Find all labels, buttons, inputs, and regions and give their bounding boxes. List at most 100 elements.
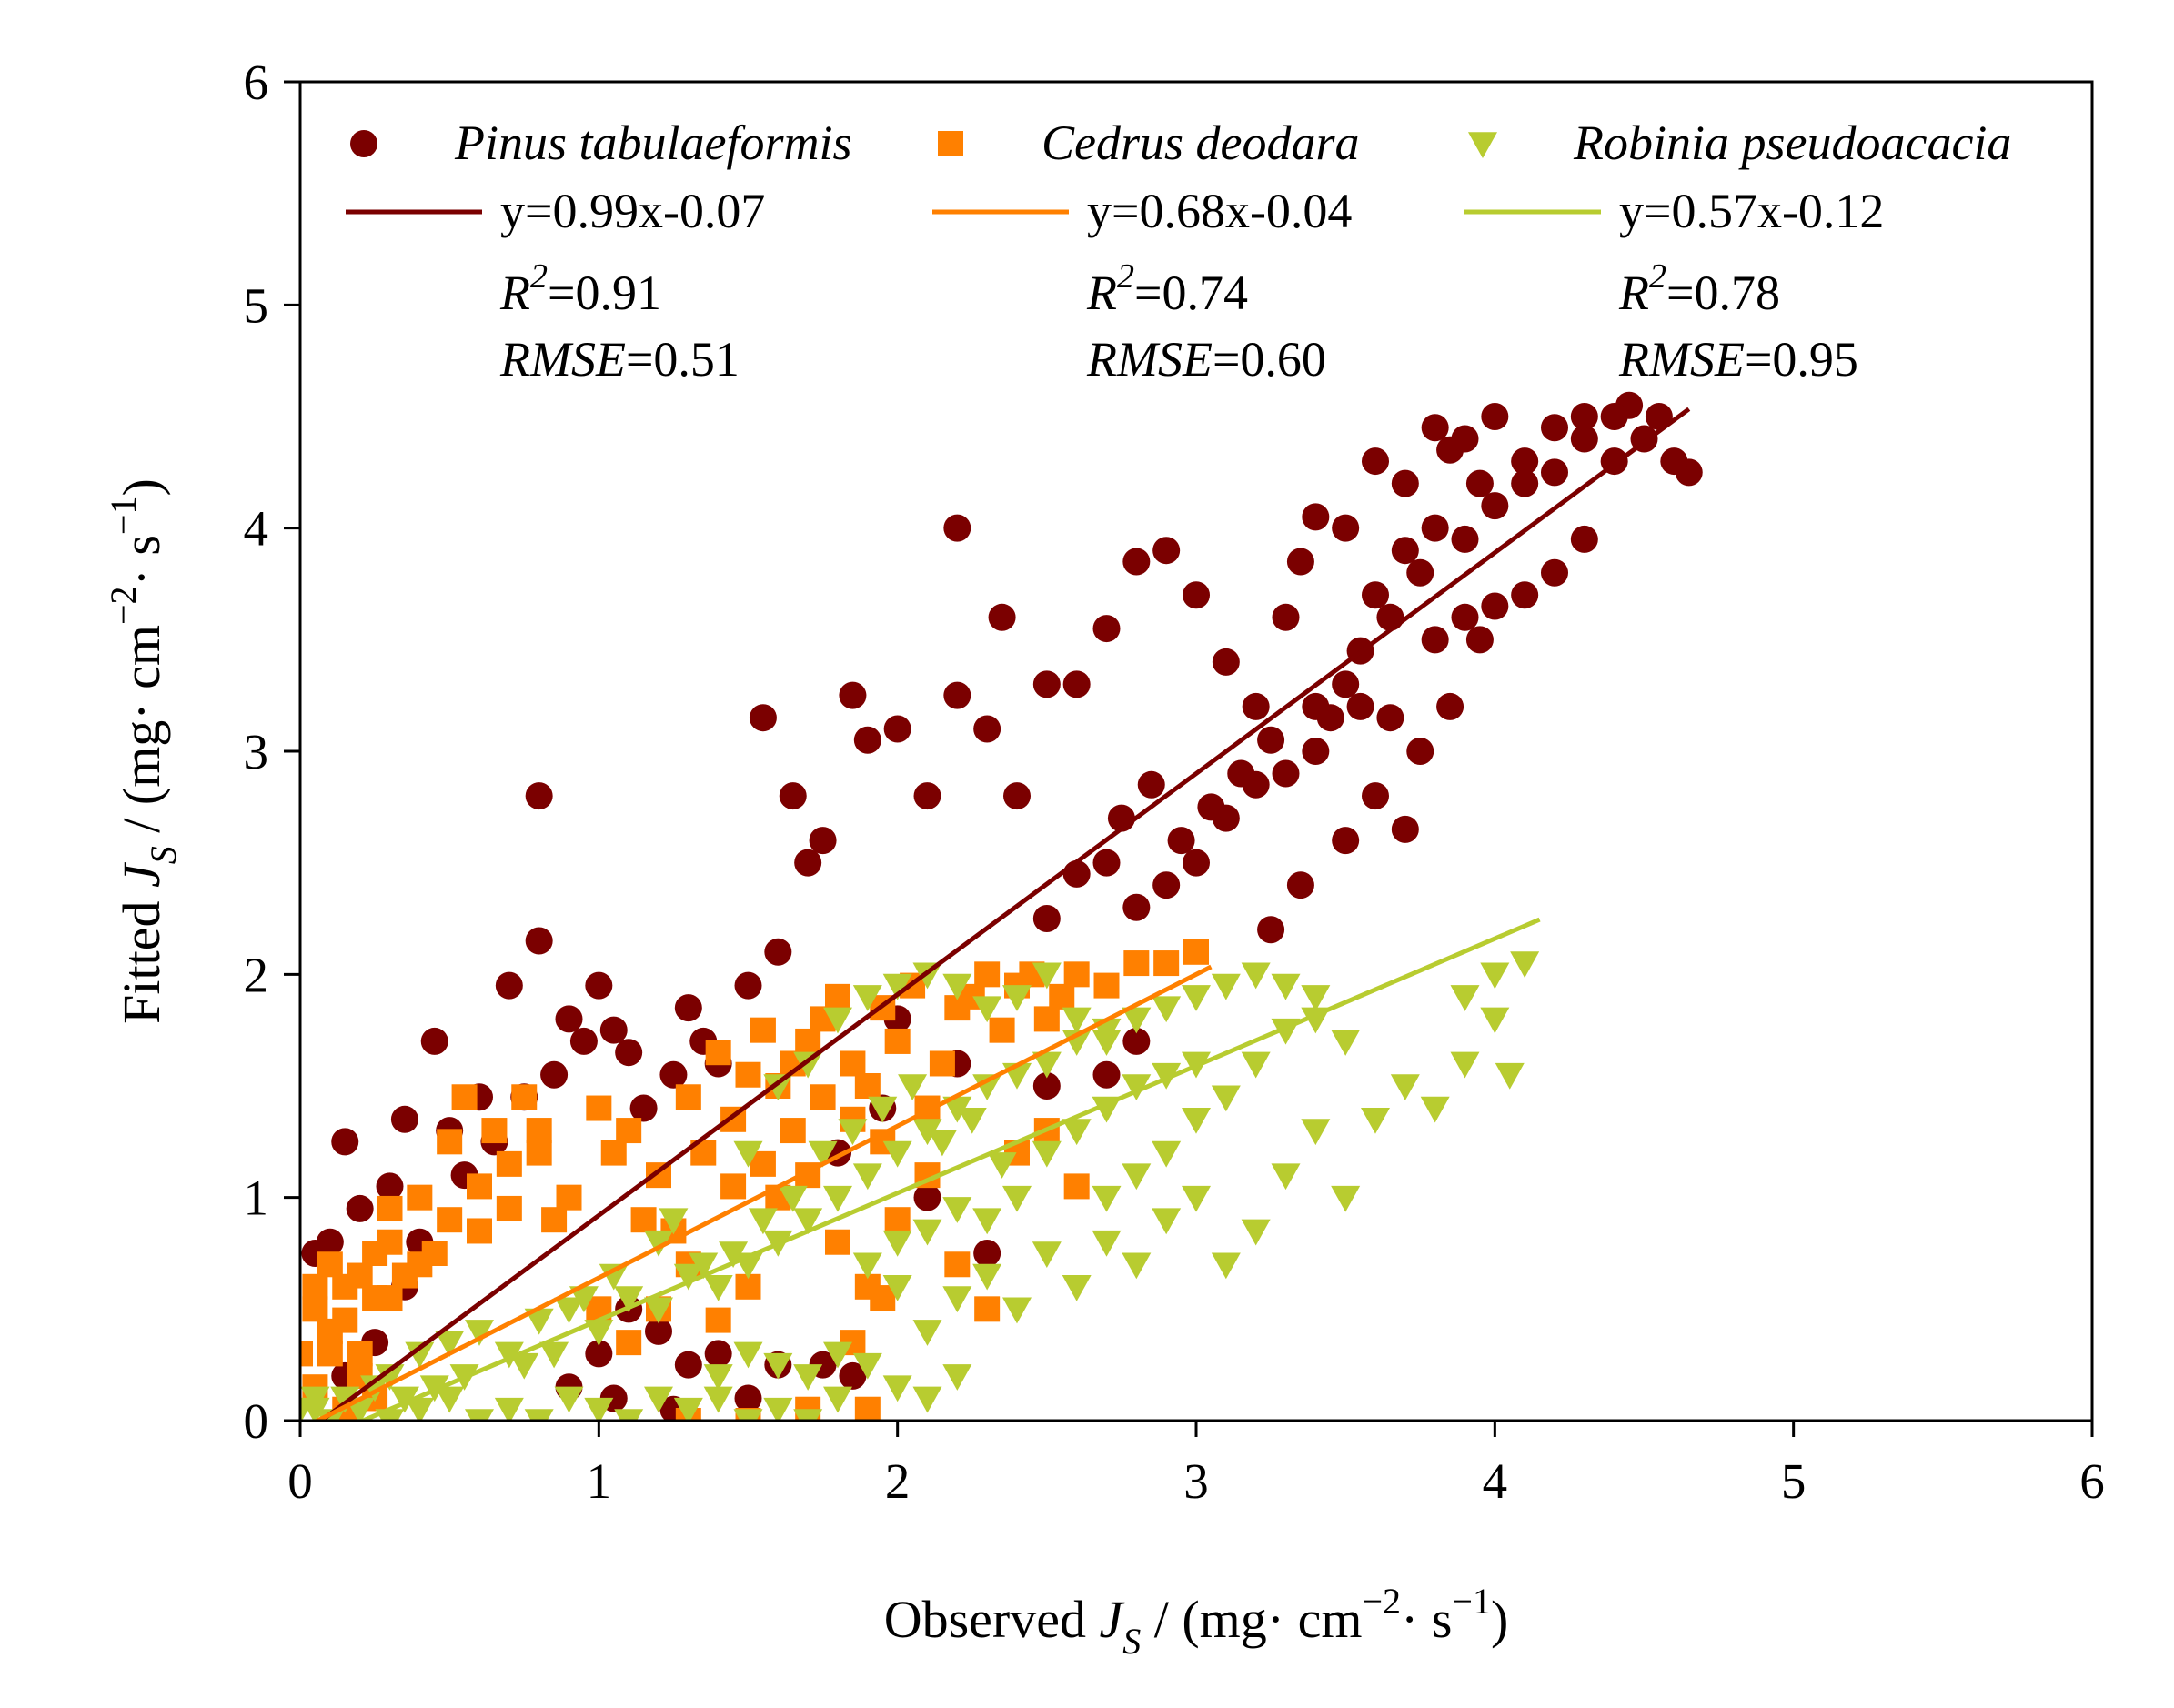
data-point xyxy=(554,1297,584,1324)
data-point xyxy=(988,603,1016,631)
title-unit: / (mg· cm xyxy=(1141,1590,1362,1649)
data-point xyxy=(331,1128,359,1156)
data-point xyxy=(809,827,837,855)
data-point xyxy=(974,961,1001,988)
data-point xyxy=(1272,603,1300,631)
data-point xyxy=(1002,1185,1032,1212)
data-point xyxy=(673,1397,703,1421)
data-point xyxy=(942,1197,972,1223)
data-point xyxy=(1570,425,1598,453)
legend-equation: y=0.57x-0.12 xyxy=(1619,184,1884,238)
data-point xyxy=(912,1219,942,1246)
data-point xyxy=(1062,670,1091,698)
data-point xyxy=(763,1074,793,1100)
data-point xyxy=(882,1230,912,1257)
data-point xyxy=(1451,603,1479,631)
data-point xyxy=(1271,1163,1301,1191)
title-close: ) xyxy=(1491,1590,1508,1649)
x-tick-label: 2 xyxy=(885,1453,911,1509)
data-point xyxy=(1092,1230,1122,1257)
data-point xyxy=(852,1252,882,1280)
data-point xyxy=(1510,951,1540,979)
data-point xyxy=(1049,983,1075,1010)
data-point xyxy=(1033,1006,1060,1032)
legend-series-name: Cedrus deodara xyxy=(1042,116,1360,170)
data-point xyxy=(1092,615,1121,643)
data-point xyxy=(793,1364,823,1391)
x-tick-label: 0 xyxy=(287,1453,313,1509)
data-point xyxy=(300,1341,313,1367)
data-point xyxy=(599,1016,628,1044)
data-point xyxy=(1376,704,1404,732)
data-point xyxy=(748,1208,778,1235)
legend-r2: R2=0.78 xyxy=(1618,257,1780,320)
data-point xyxy=(1257,916,1285,944)
data-point xyxy=(882,1140,912,1168)
data-point xyxy=(1152,1208,1182,1235)
data-point xyxy=(942,1286,972,1313)
data-point xyxy=(1032,670,1061,698)
data-point xyxy=(1241,1051,1271,1079)
data-point xyxy=(883,715,911,743)
data-point xyxy=(1182,1108,1211,1134)
legend-marker xyxy=(938,131,963,156)
data-point xyxy=(780,1118,806,1144)
plot-area xyxy=(300,391,1703,1421)
data-point xyxy=(599,1263,629,1291)
x-axis-title: Observed JS / (mg· cm−2· s−1) xyxy=(884,1581,1509,1662)
data-point xyxy=(346,1194,374,1222)
data-point xyxy=(645,1317,672,1345)
data-point xyxy=(852,1352,882,1380)
data-point xyxy=(1511,469,1539,497)
title-unit: / (mg· cm xyxy=(112,625,171,846)
data-point xyxy=(465,1320,494,1346)
data-point xyxy=(375,1364,405,1391)
legend-rmse: RMSE=0.51 xyxy=(499,332,740,387)
data-point xyxy=(839,1361,867,1390)
data-point xyxy=(1420,1096,1450,1123)
data-point xyxy=(496,1150,522,1177)
data-point xyxy=(764,938,792,966)
data-point xyxy=(1092,1030,1122,1056)
data-point xyxy=(733,1341,763,1369)
data-point xyxy=(1167,827,1195,855)
data-point xyxy=(526,1140,552,1166)
data-point xyxy=(1272,759,1300,788)
title-superscript: −2 xyxy=(1362,1581,1401,1622)
data-point xyxy=(1092,1060,1121,1089)
data-point xyxy=(614,1409,644,1421)
data-point xyxy=(703,1386,733,1413)
title-superscript: −1 xyxy=(1452,1581,1491,1622)
y-tick-label: 1 xyxy=(244,1170,269,1226)
data-point xyxy=(1003,782,1031,810)
data-point xyxy=(1197,793,1225,821)
y-tick-label: 0 xyxy=(244,1393,269,1449)
data-point xyxy=(405,1341,435,1369)
data-point xyxy=(1032,1140,1062,1168)
data-point xyxy=(674,1351,702,1379)
data-point xyxy=(973,1240,1001,1267)
data-point xyxy=(1152,1140,1182,1168)
data-point xyxy=(495,971,523,1000)
data-point xyxy=(912,1119,942,1146)
data-point xyxy=(1152,871,1181,899)
data-point xyxy=(644,1386,673,1413)
data-point xyxy=(943,514,971,542)
data-point xyxy=(1331,1185,1361,1212)
data-point xyxy=(1183,581,1210,609)
data-point xyxy=(1286,548,1314,576)
data-point xyxy=(525,927,553,955)
data-point xyxy=(1183,849,1210,877)
legend-entry-cedrus-deodara: Cedrus deodara y=0.68x-0.04 R2=0.74 RMSE=0.… xyxy=(932,116,1360,387)
title-variable: J xyxy=(112,861,171,888)
data-point xyxy=(569,1027,598,1055)
data-point xyxy=(793,1409,823,1421)
data-point xyxy=(1465,469,1494,497)
data-point xyxy=(823,1185,852,1212)
data-point xyxy=(584,1320,614,1346)
data-point xyxy=(526,1118,552,1144)
data-point xyxy=(1063,961,1090,988)
data-point xyxy=(407,1184,433,1211)
data-point xyxy=(795,1028,821,1054)
